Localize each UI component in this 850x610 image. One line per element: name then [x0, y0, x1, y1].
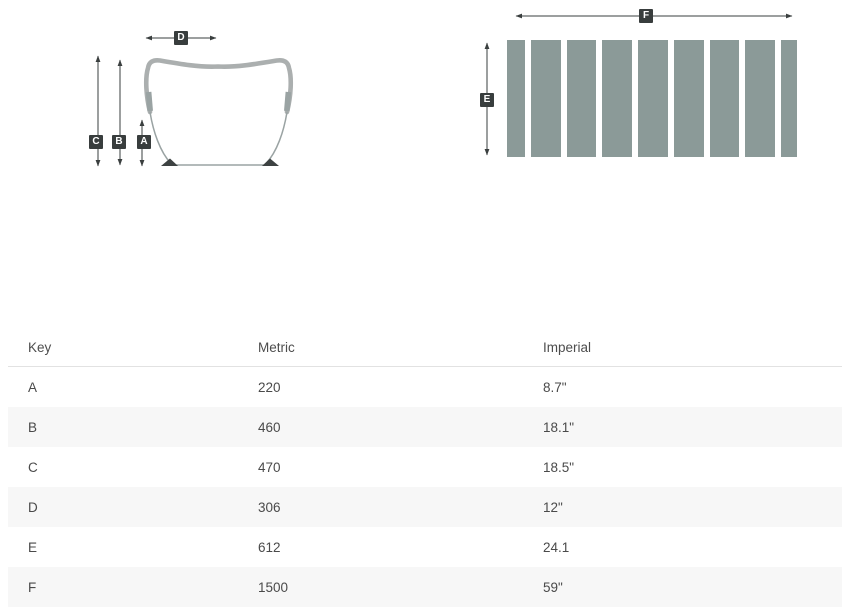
key-badge-d: D [174, 31, 188, 45]
key-badge-b: B [112, 135, 126, 149]
dimension-diagrams: D C B A F E [0, 0, 850, 210]
slat [602, 40, 633, 157]
slat [566, 40, 597, 157]
key-cell: A [28, 379, 38, 395]
slat [673, 40, 704, 157]
slat [507, 40, 525, 157]
slat [781, 40, 798, 157]
slat [709, 40, 740, 157]
key-badge-c: C [89, 135, 103, 149]
dimensions-table: Key Metric Imperial A 220 8.7" B 460 18.1" C 47… [8, 328, 842, 607]
slat [531, 40, 561, 157]
metric-cell: 306 [258, 499, 281, 515]
imperial-cell: 18.1" [543, 419, 575, 435]
metric-cell: 460 [258, 419, 281, 435]
imperial-cell: 59" [543, 579, 563, 595]
slat [638, 40, 668, 157]
metric-cell: 220 [258, 379, 281, 395]
table-row: F 1500 59" [8, 567, 842, 607]
column-header-key: Key [8, 328, 238, 367]
key-badge-a: A [137, 135, 151, 149]
table-row: C 470 18.5" [8, 447, 842, 487]
table-header-row: Key Metric Imperial [8, 328, 842, 367]
slat [745, 40, 776, 157]
table-row: D 306 12" [8, 487, 842, 527]
key-cell: E [28, 539, 38, 555]
key-badge-e: E [480, 93, 494, 107]
table-row: B 460 18.1" [8, 407, 842, 447]
imperial-cell: 18.5" [543, 459, 575, 475]
column-header-metric: Metric [238, 328, 523, 367]
key-cell: B [28, 419, 38, 435]
table-body: A 220 8.7" B 460 18.1" C 470 18.5" D 306 12" E 612 24.… [8, 367, 842, 607]
dimensions-table-section: Key Metric Imperial A 220 8.7" B 460 18.1" C 47… [8, 328, 842, 607]
table-row: A 220 8.7" [8, 367, 842, 408]
seat-foot-left [161, 158, 178, 166]
key-cell: C [28, 459, 38, 475]
imperial-cell: 12" [543, 499, 563, 515]
key-badge-f: F [639, 9, 653, 23]
column-header-imperial: Imperial [523, 328, 842, 367]
metric-cell: 1500 [258, 579, 289, 595]
table-row: E 612 24.1 [8, 527, 842, 567]
metric-cell: 470 [258, 459, 281, 475]
key-cell: F [28, 579, 37, 595]
seat-foot-right [262, 158, 279, 166]
key-cell: D [28, 499, 38, 515]
metric-cell: 612 [258, 539, 281, 555]
imperial-cell: 8.7" [543, 379, 567, 395]
seat-front-outline [143, 57, 294, 166]
imperial-cell: 24.1 [543, 539, 570, 555]
seat-top-slats [507, 40, 798, 157]
